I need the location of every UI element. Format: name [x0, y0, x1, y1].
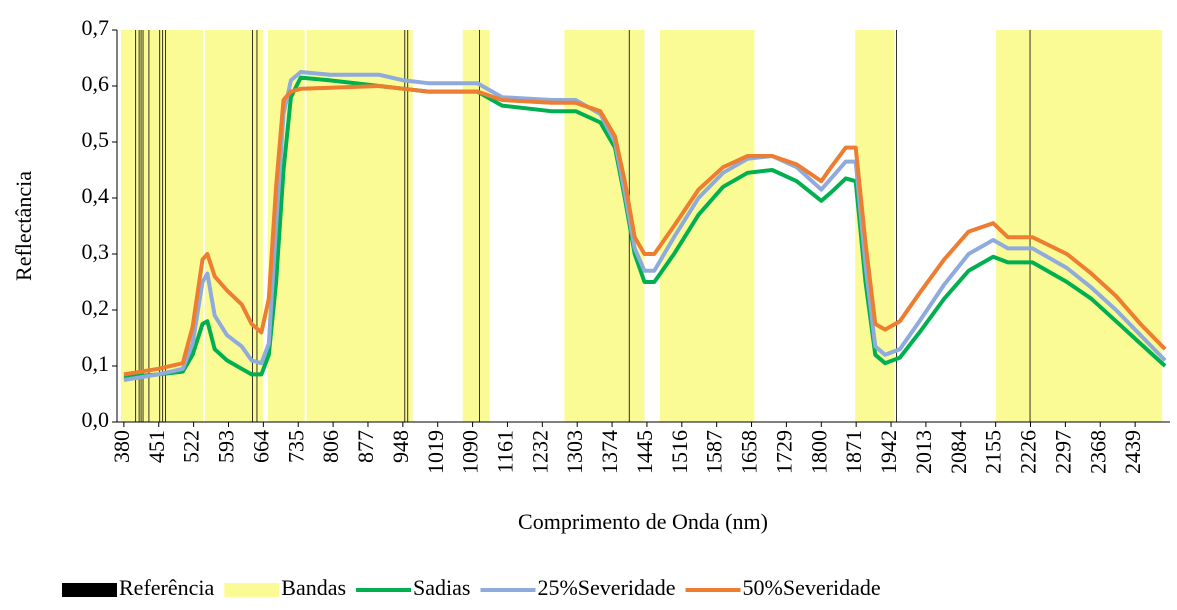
- x-tick-label: 593: [214, 430, 239, 463]
- x-tick-label: 948: [388, 430, 413, 463]
- x-tick-label: 2155: [981, 430, 1006, 474]
- legend-label: Bandas: [281, 575, 346, 600]
- y-tick-label: 0,5: [82, 127, 110, 152]
- x-tick-label: 451: [144, 430, 169, 463]
- y-tick-label: 0,0: [82, 407, 110, 432]
- x-tick-label: 1516: [667, 430, 692, 474]
- y-tick-label: 0,7: [82, 15, 110, 40]
- y-tick-label: 0,6: [82, 71, 110, 96]
- x-tick-label: 664: [248, 430, 273, 463]
- x-tick-label: 806: [318, 430, 343, 463]
- legend-symbol: [224, 583, 280, 597]
- x-tick-label: 1942: [876, 430, 901, 474]
- x-axis-label: Comprimento de Onda (nm): [518, 509, 768, 534]
- x-tick-label: 2013: [911, 430, 936, 474]
- series-line: [123, 70, 1167, 382]
- y-tick-label: 0,4: [82, 183, 110, 208]
- x-tick-label: 1871: [841, 430, 866, 474]
- x-tick-label: 1800: [806, 430, 831, 474]
- x-tick-label: 735: [283, 430, 308, 463]
- x-tick-label: 1587: [702, 430, 727, 474]
- x-tick-label: 2368: [1085, 430, 1110, 474]
- x-tick-label: 877: [353, 430, 378, 463]
- x-tick-label: 1445: [632, 430, 657, 474]
- legend-label: 25%Severidade: [537, 575, 675, 600]
- legend-symbol: [62, 583, 117, 597]
- legend-label: Referência: [119, 575, 214, 600]
- series-line: [123, 84, 1167, 377]
- x-tick-label: 1303: [562, 430, 587, 474]
- band: [996, 30, 1163, 422]
- series-line: [123, 75, 1167, 380]
- band: [204, 30, 263, 422]
- y-tick-label: 0,3: [82, 239, 110, 264]
- band: [306, 30, 413, 422]
- x-tick-label: 1658: [737, 430, 762, 474]
- x-tick-label: 380: [109, 430, 134, 463]
- x-tick-label: 2439: [1120, 430, 1145, 474]
- y-axis-label: Reflectância: [11, 171, 36, 281]
- x-tick-label: 1019: [423, 430, 448, 474]
- x-tick-label: 1232: [527, 430, 552, 474]
- legend-label: 50%Severidade: [743, 575, 881, 600]
- y-tick-label: 0,1: [82, 351, 110, 376]
- band: [120, 30, 203, 422]
- x-tick-label: 1090: [458, 430, 483, 474]
- x-tick-label: 1161: [493, 430, 518, 473]
- x-tick-label: 1374: [597, 430, 622, 474]
- x-tick-label: 522: [179, 430, 204, 463]
- x-tick-label: 2226: [1016, 430, 1041, 474]
- x-tick-label: 2084: [946, 430, 971, 474]
- x-tick-label: 1729: [771, 430, 796, 474]
- legend-label: Sadias: [413, 575, 470, 600]
- x-tick-label: 2297: [1050, 430, 1075, 474]
- y-tick-label: 0,2: [82, 295, 110, 320]
